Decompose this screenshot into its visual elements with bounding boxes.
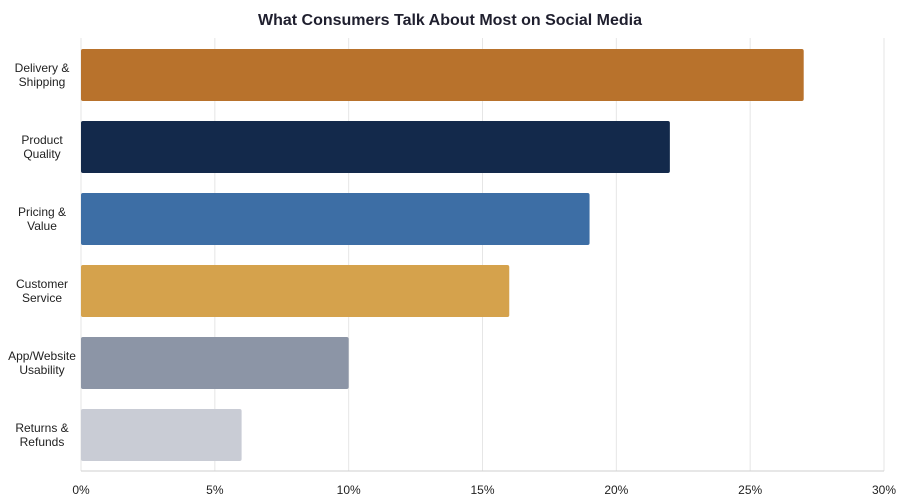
category-label-4-line-1: Usability — [19, 363, 64, 377]
category-labels: Delivery & Shipping Product Quality Pricing … — [8, 61, 76, 449]
chart-title: What Consumers Talk About Most on Social… — [258, 12, 642, 29]
category-label-5-line-0: Returns & — [15, 421, 68, 435]
category-label-0-line-0: Delivery & — [15, 61, 70, 75]
category-label-2: Pricing & Value — [18, 205, 66, 233]
category-label-2-line-1: Value — [27, 219, 57, 233]
bar-5 — [81, 409, 242, 461]
x-tick-label-2: 10% — [337, 483, 361, 497]
category-label-3: Customer Service — [16, 277, 68, 305]
bar-1 — [81, 121, 670, 173]
category-label-0-line-1: Shipping — [19, 75, 66, 89]
bars — [81, 49, 804, 461]
category-label-4: App/Website Usability — [8, 349, 76, 377]
x-axis: 0% 5% 10% 15% 20% 25% 30% — [72, 470, 896, 497]
category-label-5-line-1: Refunds — [20, 435, 65, 449]
bar-2 — [81, 193, 590, 245]
category-label-3-line-1: Service — [22, 291, 62, 305]
x-tick-label-5: 25% — [738, 483, 762, 497]
x-tick-label-4: 20% — [604, 483, 628, 497]
x-tick-label-6: 30% — [872, 483, 896, 497]
category-label-4-line-0: App/Website — [8, 349, 76, 363]
category-label-1: Product Quality — [21, 133, 63, 161]
bar-3 — [81, 265, 510, 317]
category-label-1-line-1: Quality — [23, 147, 60, 161]
category-label-1-line-0: Product — [21, 133, 63, 147]
x-tick-label-0: 0% — [72, 483, 90, 497]
gridlines — [80, 38, 885, 471]
x-tick-label-1: 5% — [206, 483, 224, 497]
category-label-3-line-0: Customer — [16, 277, 68, 291]
category-label-0: Delivery & Shipping — [15, 61, 70, 89]
bar-4 — [81, 337, 349, 389]
x-tick-label-3: 15% — [470, 483, 494, 497]
bar-0 — [81, 49, 804, 101]
category-label-2-line-0: Pricing & — [18, 205, 66, 219]
category-label-5: Returns & Refunds — [15, 421, 68, 449]
